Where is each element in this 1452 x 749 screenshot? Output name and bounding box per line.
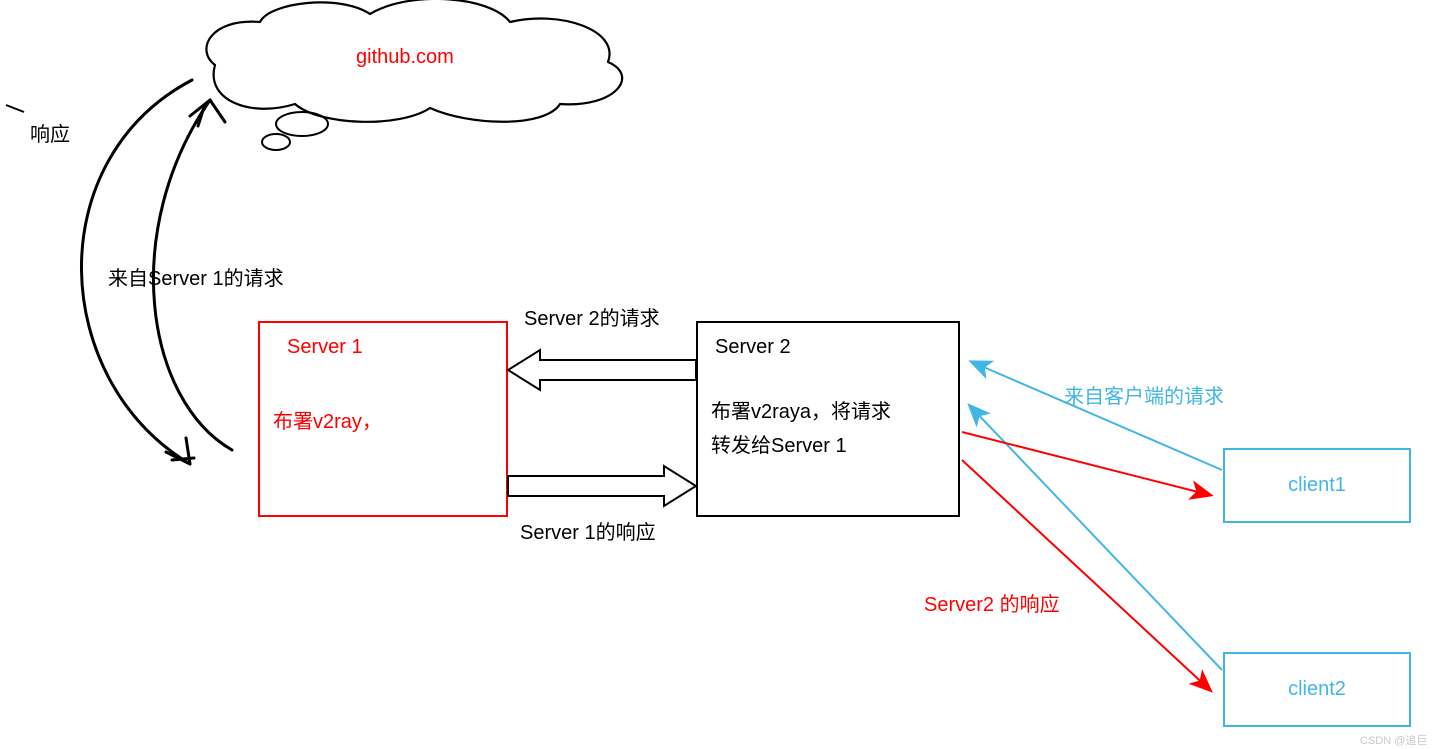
label-response: 响应 — [30, 118, 70, 147]
watermark: CSDN @追巨 — [1360, 732, 1427, 748]
client2-box: client2 — [1224, 653, 1410, 726]
label-s2-resp: Server2 的响应 — [924, 588, 1060, 617]
client1-box: client1 — [1224, 449, 1410, 522]
client1-label: client1 — [1288, 474, 1346, 497]
arrow-s2-to-client2 — [962, 460, 1210, 690]
server1-title: Server 1 — [287, 336, 507, 359]
label-s1-resp: Server 1的响应 — [520, 516, 656, 545]
server2-title: Server 2 — [715, 336, 959, 359]
server2-body-line2: 转发给Server 1 — [711, 429, 959, 463]
client2-label: client2 — [1288, 678, 1346, 701]
server2-box: Server 2 布署v2raya，将请求 转发给Server 1 — [697, 322, 959, 516]
arrow-s2-to-client1 — [962, 432, 1210, 495]
label-s2-req: Server 2的请求 — [524, 302, 660, 331]
server1-box: Server 1 布署v2ray， — [259, 322, 507, 516]
label-from-s1-req: 来自Server 1的请求 — [108, 262, 284, 291]
arrow-client1-to-s2 — [972, 362, 1222, 470]
diagram-stage: github.com Server 1 布署v2ray， Server 2 布署… — [0, 0, 1452, 749]
block-arrow-s1-to-s2 — [508, 466, 696, 506]
block-arrow-s2-to-s1 — [508, 350, 696, 390]
arrow-client2-to-s2 — [970, 406, 1222, 670]
label-client-req: 来自客户端的请求 — [1064, 380, 1224, 409]
cloud-label: github.com — [356, 46, 454, 69]
server2-body-line1: 布署v2raya，将请求 — [711, 395, 959, 429]
server1-body: 布署v2ray， — [273, 405, 507, 439]
server2-body: 布署v2raya，将请求 转发给Server 1 — [711, 395, 959, 463]
